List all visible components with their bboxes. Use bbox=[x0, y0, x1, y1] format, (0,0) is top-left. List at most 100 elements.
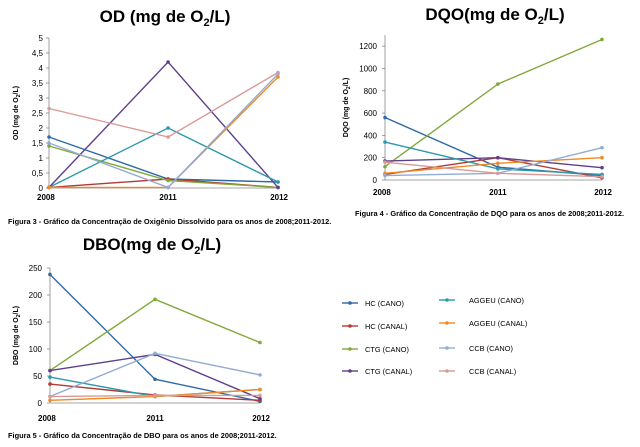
series-line bbox=[49, 298, 261, 372]
legend-marker bbox=[348, 301, 352, 305]
data-point bbox=[166, 178, 170, 183]
y-tick-label: 0 bbox=[38, 399, 43, 408]
y-tick-label: 0 bbox=[39, 184, 44, 193]
data-point bbox=[383, 164, 387, 169]
y-tick-label: 250 bbox=[29, 264, 43, 273]
chart-title: DBO(mg de O2/L) bbox=[83, 235, 221, 257]
chart-dqo: DQO(mg de O2/L) DQO (mg de O2/L) 0 200 400 60… bbox=[343, 5, 624, 218]
data-point bbox=[153, 393, 157, 398]
data-point bbox=[496, 171, 500, 176]
data-point bbox=[496, 82, 500, 86]
data-point bbox=[48, 368, 52, 373]
legend-marker bbox=[445, 346, 449, 350]
data-point bbox=[48, 375, 52, 379]
y-tick-label: 0,5 bbox=[32, 169, 44, 178]
y-tick-label: 2 bbox=[39, 124, 44, 133]
chart-title: OD (mg de O2/L) bbox=[100, 7, 231, 29]
x-tick-label: 2008 bbox=[37, 193, 55, 202]
y-tick-label: 1000 bbox=[359, 64, 377, 73]
legend-label: AGGEU (CANAL) bbox=[469, 319, 527, 328]
data-point bbox=[166, 135, 170, 139]
data-point bbox=[276, 185, 280, 190]
legend-marker bbox=[445, 321, 449, 325]
data-point bbox=[600, 155, 604, 160]
legend-label: CCB (CANO) bbox=[469, 344, 513, 353]
data-point bbox=[496, 155, 500, 160]
x-tick-label: 2008 bbox=[38, 414, 56, 423]
legend-item: AGGEU (CANO) bbox=[439, 296, 524, 305]
series-line bbox=[48, 136, 279, 183]
y-tick-label: 0 bbox=[373, 176, 378, 185]
x-tick-label: 2012 bbox=[594, 188, 612, 197]
data-point bbox=[48, 272, 52, 277]
data-point bbox=[383, 173, 387, 178]
legend-item: CCB (CANO) bbox=[439, 344, 513, 353]
legend-label: HC (CANO) bbox=[365, 299, 404, 308]
y-tick-label: 50 bbox=[33, 372, 42, 381]
data-point bbox=[153, 297, 157, 302]
x-tick-label: 2012 bbox=[270, 193, 288, 202]
data-point bbox=[600, 174, 604, 179]
data-point bbox=[383, 115, 387, 120]
series-line bbox=[384, 38, 603, 168]
data-point bbox=[48, 394, 52, 399]
series-line bbox=[49, 352, 261, 398]
legend-item: CTG (CANAL) bbox=[342, 367, 412, 376]
y-tick-label: 4 bbox=[39, 64, 44, 73]
data-point bbox=[166, 185, 170, 190]
data-point bbox=[496, 161, 500, 166]
figure-caption: Figura 5 - Gráfico da Concentração de DB… bbox=[8, 431, 277, 440]
chart-dbo: DBO(mg de O2/L) DBO (mg de O2/L) 0 50 100 150… bbox=[8, 235, 277, 440]
figure-caption: Figura 3 - Gráfico da Concentração de Ox… bbox=[8, 217, 331, 226]
x-tick-label: 2011 bbox=[146, 414, 164, 423]
data-point bbox=[383, 140, 387, 144]
series-line bbox=[48, 71, 279, 138]
legend-marker bbox=[445, 298, 449, 302]
figure-caption: Figura 4 - Gráfico da Concentração de DQ… bbox=[355, 209, 624, 218]
data-point bbox=[166, 126, 170, 130]
y-tick-label: 1200 bbox=[359, 42, 377, 51]
legend-item: CTG (CANO) bbox=[342, 345, 409, 354]
data-point bbox=[276, 180, 280, 184]
data-point bbox=[258, 396, 262, 401]
data-point bbox=[600, 37, 604, 42]
legend-label: AGGEU (CANO) bbox=[469, 296, 524, 305]
y-tick-label: 1 bbox=[39, 154, 44, 163]
data-point bbox=[258, 393, 262, 398]
legend-item: HC (CANAL) bbox=[342, 322, 407, 331]
data-point bbox=[276, 75, 280, 79]
y-tick-label: 1,5 bbox=[32, 139, 44, 148]
data-point bbox=[600, 165, 604, 170]
y-tick-label: 200 bbox=[364, 154, 378, 163]
y-tick-label: 150 bbox=[29, 318, 43, 327]
y-tick-label: 800 bbox=[364, 87, 378, 96]
legend-label: CTG (CANAL) bbox=[365, 367, 412, 376]
y-tick-label: 400 bbox=[364, 131, 378, 140]
legend-marker bbox=[348, 369, 352, 373]
y-axis-label: DQO (mg de O2/L) bbox=[343, 78, 352, 138]
legend-item: CCB (CANAL) bbox=[439, 367, 516, 376]
data-point bbox=[258, 387, 262, 392]
data-point bbox=[153, 377, 157, 382]
y-tick-label: 100 bbox=[29, 345, 43, 354]
chart-od: OD (mg de O2/L) OD (mg de O2/L) 0 0,5 1 1,5 2 2… bbox=[8, 7, 331, 226]
data-point bbox=[47, 135, 51, 139]
legend: HC (CANO) AGGEU (CANO) HC (CANAL) AGGEU (CA… bbox=[342, 296, 527, 376]
data-point bbox=[47, 141, 51, 145]
y-axis-label: DBO (mg de O2/L) bbox=[13, 306, 22, 365]
chart-title: DQO(mg de O2/L) bbox=[425, 5, 564, 27]
legend-marker bbox=[445, 369, 449, 373]
series-line bbox=[384, 116, 603, 177]
legend-marker bbox=[348, 324, 352, 328]
data-point bbox=[276, 70, 280, 75]
y-tick-label: 5 bbox=[39, 34, 44, 43]
y-tick-label: 3,5 bbox=[32, 79, 44, 88]
data-point bbox=[153, 351, 157, 356]
y-tick-label: 600 bbox=[364, 109, 378, 118]
legend-label: CCB (CANAL) bbox=[469, 367, 516, 376]
x-tick-label: 2011 bbox=[489, 188, 507, 197]
series-line bbox=[48, 60, 279, 188]
data-point bbox=[258, 373, 262, 377]
legend-label: CTG (CANO) bbox=[365, 345, 409, 354]
